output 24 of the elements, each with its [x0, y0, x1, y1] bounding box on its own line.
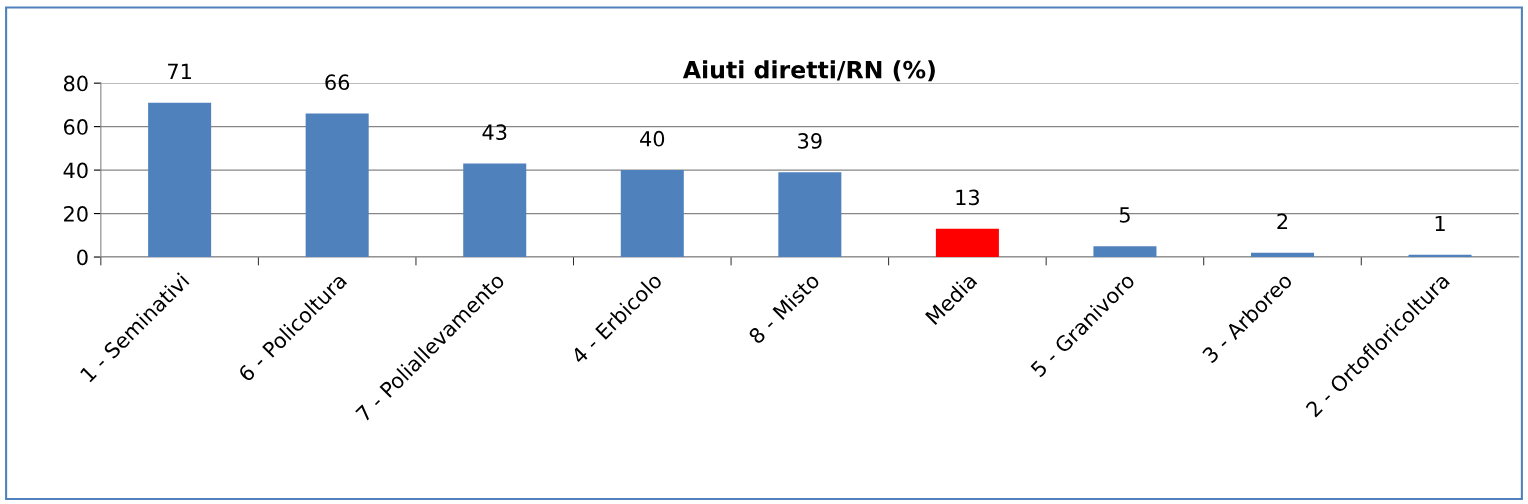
bar: [1250, 252, 1315, 258]
y-tick-label: 60: [63, 119, 88, 135]
bar: [463, 163, 527, 258]
y-tick-label: 20: [64, 206, 88, 222]
y-tick-label: 0: [77, 249, 88, 266]
data-label: 5: [1119, 207, 1130, 223]
data-label: 66: [325, 74, 350, 91]
data-label: 40: [640, 130, 665, 147]
bar: [935, 228, 999, 258]
bar: [148, 102, 212, 258]
bar: [620, 170, 684, 258]
bar: [778, 172, 842, 258]
bar: [305, 113, 369, 258]
data-label: 39: [798, 133, 822, 149]
data-label: 2: [1277, 213, 1288, 229]
y-tick-label: 40: [63, 162, 88, 179]
data-label: 1: [1435, 215, 1445, 232]
chart-title: Aiuti diretti/RN (%): [682, 60, 935, 82]
y-tick-label: 80: [63, 75, 88, 92]
bar: [1408, 254, 1472, 258]
data-label: 13: [956, 189, 979, 206]
bar: [1093, 246, 1157, 258]
data-label: 43: [482, 124, 507, 141]
data-label: 71: [168, 63, 191, 79]
